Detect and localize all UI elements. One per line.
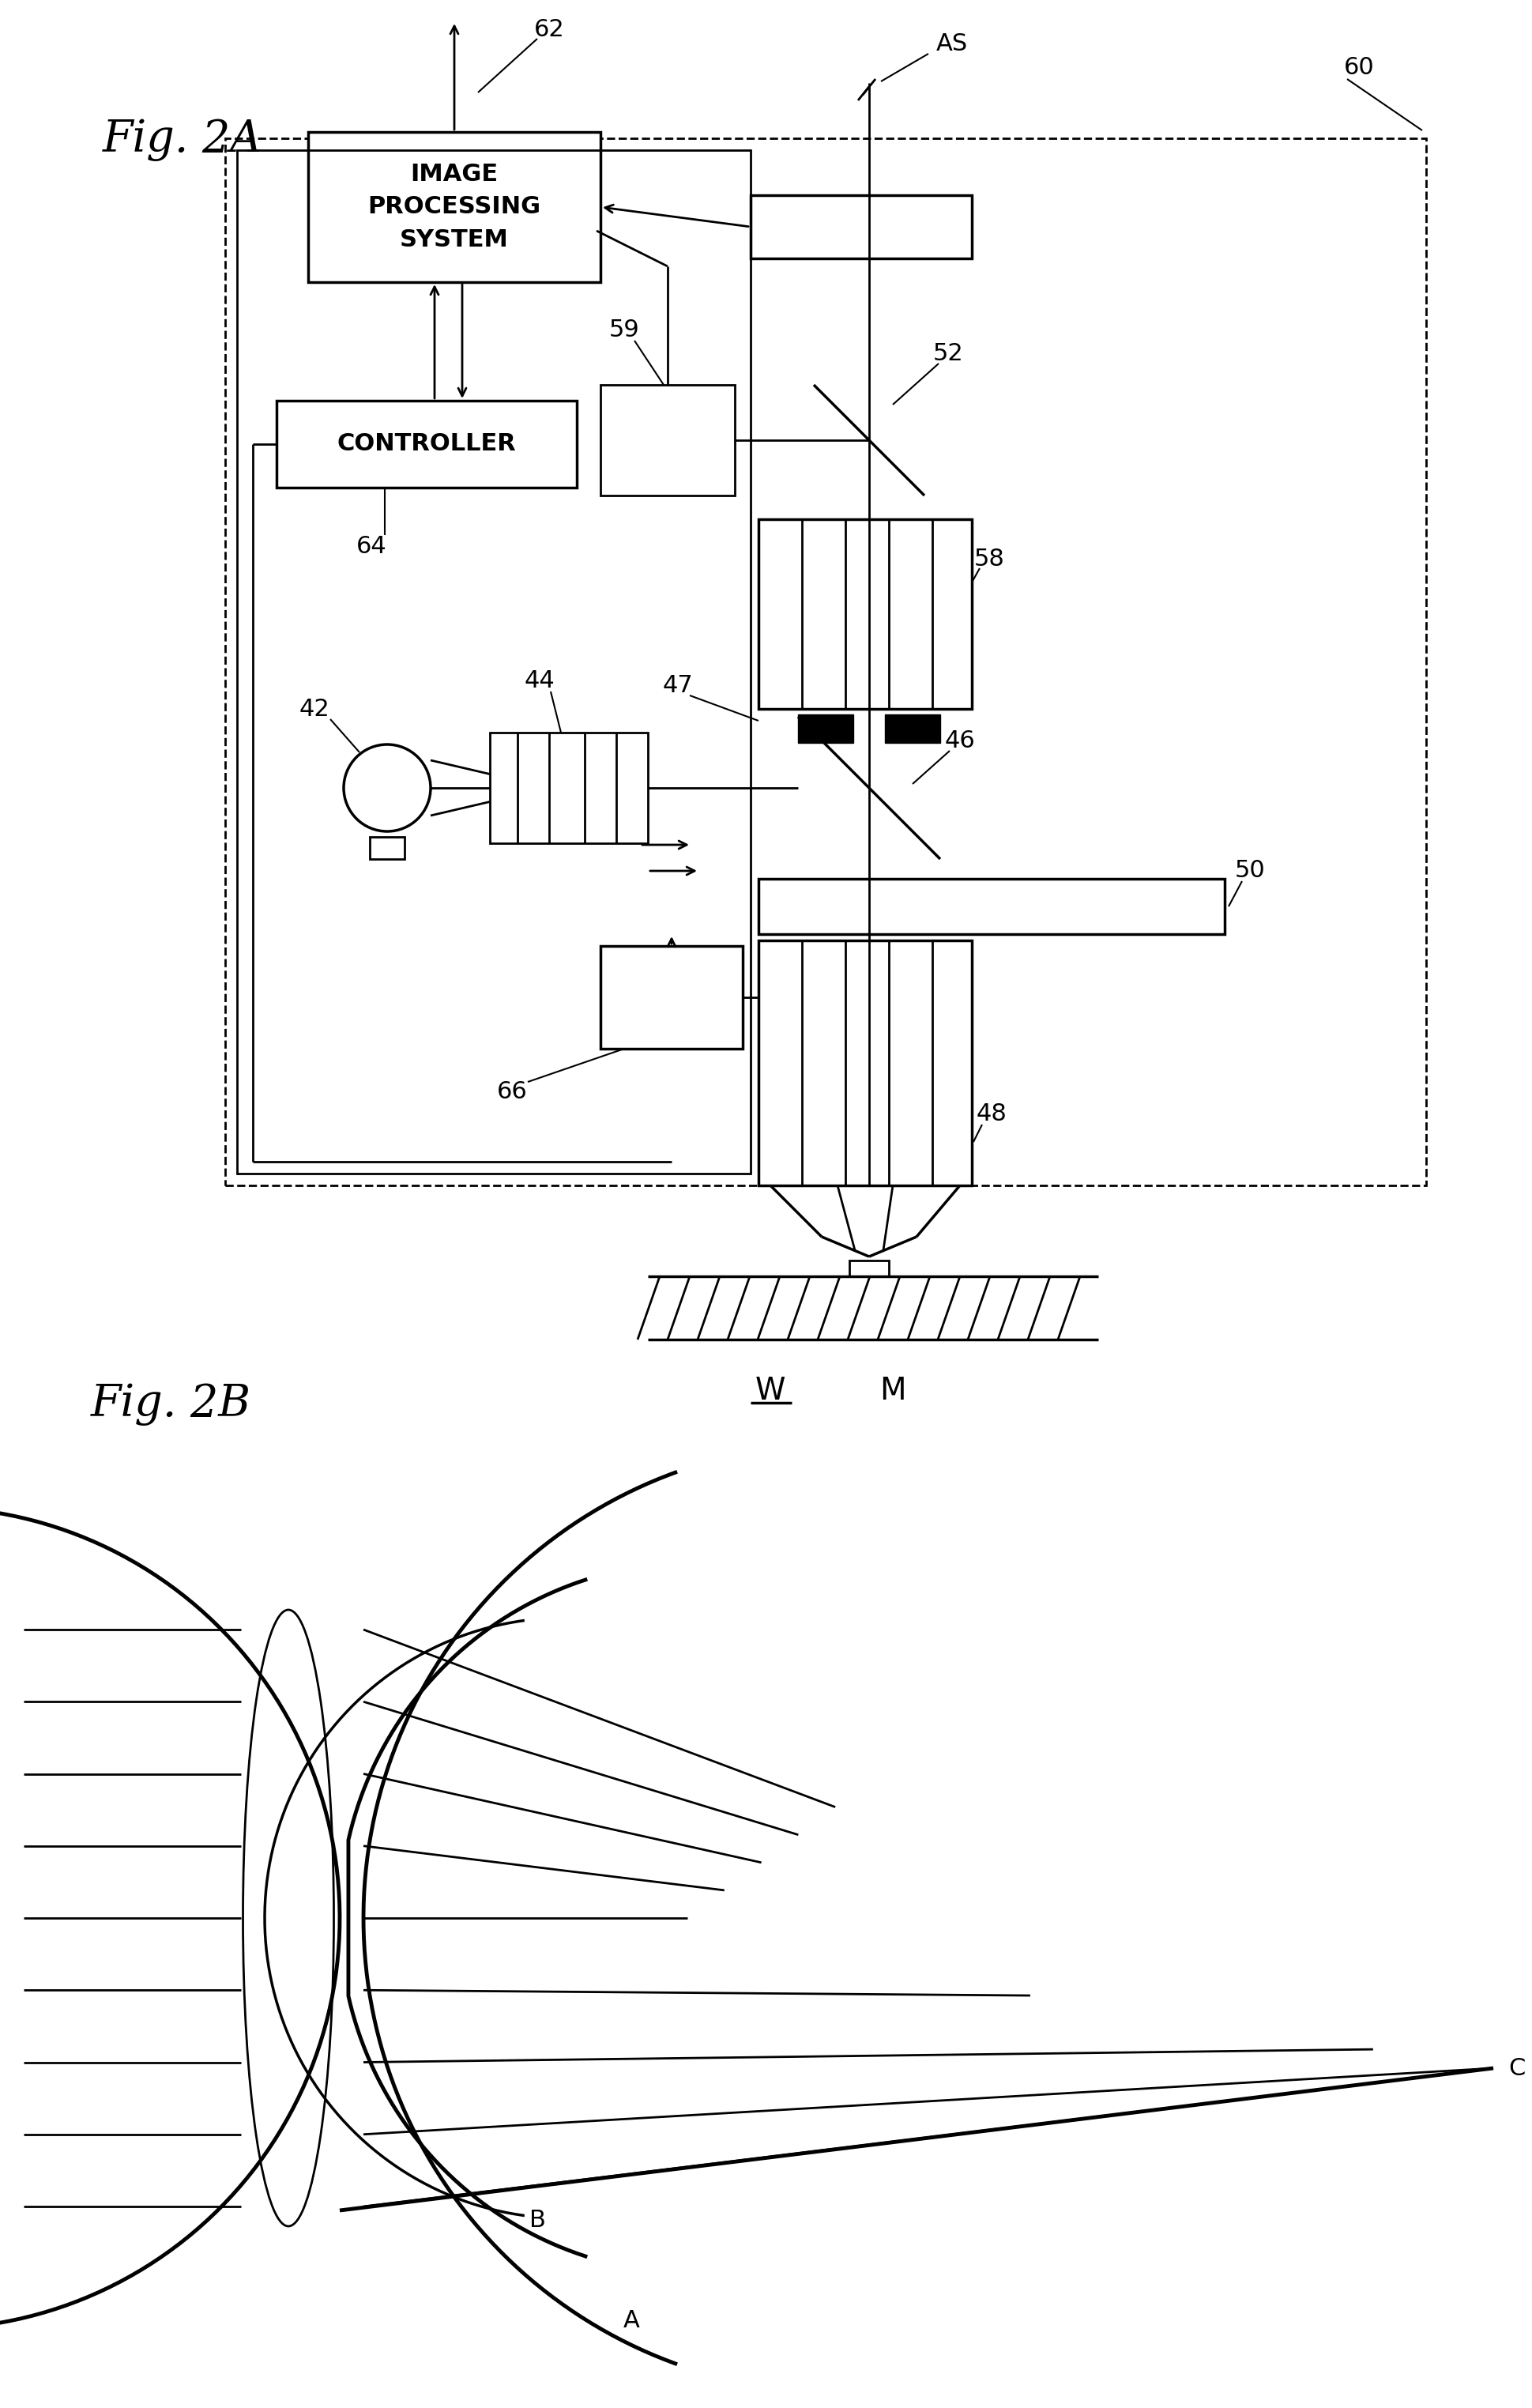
Text: 59: 59: [608, 318, 639, 342]
Bar: [758, 942, 971, 1185]
Bar: [237, 149, 751, 1173]
Text: Fig. 2B: Fig. 2B: [90, 1382, 251, 1426]
Bar: [225, 137, 1425, 1185]
Bar: [758, 879, 1224, 934]
Bar: [751, 195, 971, 258]
Text: 42: 42: [299, 698, 329, 720]
Text: 50: 50: [1233, 860, 1264, 881]
Bar: [276, 400, 576, 486]
Text: 52: 52: [933, 342, 964, 364]
Text: IMAGE: IMAGE: [411, 164, 498, 185]
Text: W: W: [755, 1375, 784, 1406]
Text: 46: 46: [944, 730, 974, 751]
Text: AS: AS: [936, 31, 968, 55]
Bar: [601, 946, 743, 1050]
Text: SYSTEM: SYSTEM: [400, 229, 509, 250]
Bar: [849, 1259, 889, 1276]
Text: A: A: [624, 2309, 639, 2331]
Bar: [490, 732, 648, 843]
Text: B: B: [529, 2208, 545, 2232]
Text: M: M: [879, 1375, 905, 1406]
Bar: [369, 838, 404, 860]
Text: C: C: [1507, 2056, 1524, 2081]
Text: 44: 44: [524, 669, 555, 694]
Bar: [758, 520, 971, 708]
Bar: [884, 715, 939, 744]
Text: PROCESSING: PROCESSING: [368, 195, 541, 219]
Bar: [308, 132, 601, 282]
Text: CONTROLLER: CONTROLLER: [337, 433, 516, 455]
Text: 58: 58: [973, 547, 1003, 571]
Bar: [798, 715, 853, 744]
Bar: [601, 385, 734, 496]
Text: 64: 64: [355, 535, 386, 559]
Text: 48: 48: [976, 1103, 1007, 1127]
Text: 60: 60: [1344, 55, 1374, 79]
Text: 47: 47: [662, 674, 692, 696]
Text: 66: 66: [496, 1081, 527, 1103]
Text: Fig. 2A: Fig. 2A: [103, 118, 262, 161]
Text: 62: 62: [533, 17, 564, 41]
